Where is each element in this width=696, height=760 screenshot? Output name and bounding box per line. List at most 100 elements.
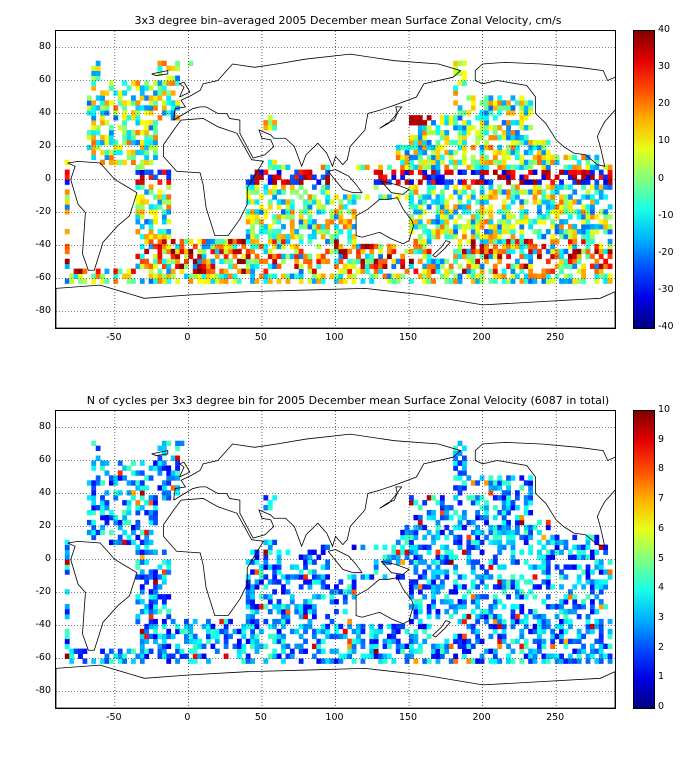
- bin-cell: [360, 278, 366, 284]
- bin-cell: [572, 258, 578, 265]
- bin-cell: [435, 194, 441, 200]
- bin-cell: [470, 238, 476, 245]
- bin-cell: [559, 569, 564, 575]
- bin-cell: [64, 263, 70, 269]
- bin-cell: [435, 258, 441, 265]
- bin-cell: [298, 278, 304, 284]
- bin-cell: [501, 480, 507, 486]
- bin-cell: [506, 519, 511, 526]
- bin-cell: [250, 604, 255, 610]
- bin-cell: [329, 199, 335, 205]
- bin-cell: [369, 628, 375, 635]
- bin-cell: [161, 460, 167, 466]
- y-tick-label: 60: [38, 73, 51, 85]
- bin-cell: [413, 604, 419, 610]
- bin-cell: [453, 450, 458, 456]
- bin-cell: [528, 253, 534, 260]
- bin-cell: [342, 219, 348, 225]
- bin-cell: [426, 514, 432, 521]
- bin-cell: [148, 519, 154, 526]
- bin-cell: [153, 120, 158, 126]
- bin-cell: [64, 564, 70, 570]
- bin-cell: [139, 470, 145, 476]
- bin-cell: [426, 623, 432, 630]
- bin-cell: [598, 224, 604, 230]
- bin-cell: [576, 549, 582, 555]
- bin-cell: [298, 214, 304, 220]
- bin-cell: [488, 110, 494, 116]
- bin-cell: [144, 529, 150, 536]
- bin-cell: [559, 549, 564, 555]
- bin-cell: [144, 544, 150, 550]
- bin-cell: [422, 273, 428, 279]
- bin-cell: [435, 549, 441, 555]
- bin-cell: [289, 599, 295, 605]
- bin-cell: [528, 189, 534, 195]
- x-tick-label: 200: [472, 332, 491, 343]
- bin-cell: [320, 544, 326, 550]
- bin-cell: [594, 184, 600, 190]
- bin-cell: [285, 233, 291, 240]
- bin-cell: [320, 579, 326, 585]
- bin-cell: [400, 169, 406, 175]
- bin-cell: [439, 229, 445, 235]
- bin-cell: [91, 115, 97, 121]
- bin-cell: [378, 174, 383, 180]
- bin-cell: [497, 544, 503, 550]
- bin-cell: [166, 653, 172, 659]
- bin-cell: [148, 229, 154, 235]
- bin-cell: [501, 500, 507, 506]
- bin-cell: [492, 105, 498, 111]
- bin-cell: [510, 584, 516, 590]
- x-tick-label: 150: [398, 332, 418, 343]
- bin-cell: [179, 628, 185, 635]
- bin-cell: [250, 184, 255, 190]
- bin-cell: [91, 480, 97, 486]
- bin-cell: [479, 278, 485, 284]
- bin-cell: [382, 643, 388, 649]
- bin-cell: [175, 460, 180, 466]
- bin-cell: [307, 278, 313, 284]
- bin-cell: [356, 253, 361, 260]
- bin-cell: [435, 233, 441, 240]
- bin-cell: [100, 460, 105, 466]
- bin-cell: [298, 584, 304, 590]
- bin-cell: [404, 539, 410, 546]
- bin-cell: [320, 638, 326, 645]
- bin-cell: [166, 199, 172, 205]
- bin-cell: [175, 490, 180, 496]
- bin-cell: [594, 623, 600, 630]
- bin-cell: [259, 569, 264, 575]
- bin-cell: [559, 253, 564, 260]
- bin-cell: [219, 628, 225, 635]
- bin-cell: [276, 579, 282, 585]
- bin-cell: [576, 159, 582, 166]
- bin-cell: [576, 579, 582, 585]
- bin-cell: [550, 584, 556, 590]
- bin-cell: [192, 618, 198, 625]
- bin-cell: [175, 445, 180, 451]
- bin-cell: [95, 268, 101, 274]
- bin-cell: [475, 638, 481, 645]
- bin-cell: [131, 495, 136, 501]
- bin-cell: [157, 95, 163, 101]
- bin-cell: [439, 189, 445, 195]
- bin-cell: [276, 229, 282, 235]
- bin-cell: [166, 495, 172, 501]
- bin-cell: [444, 233, 450, 240]
- bin-cell: [594, 609, 600, 615]
- bin-cell: [157, 90, 163, 96]
- bin-cell: [439, 554, 445, 560]
- bin-cell: [550, 233, 556, 240]
- bin-cell: [179, 268, 185, 274]
- bin-cell: [95, 529, 101, 536]
- bin-cell: [435, 174, 441, 180]
- bin-cell: [153, 125, 158, 131]
- bin-cell: [131, 110, 136, 116]
- bin-cell: [400, 643, 406, 649]
- bin-cell: [153, 214, 158, 220]
- bin-cell: [100, 120, 105, 126]
- bin-cell: [514, 154, 520, 161]
- bin-cell: [95, 273, 101, 279]
- bin-cell: [581, 544, 586, 550]
